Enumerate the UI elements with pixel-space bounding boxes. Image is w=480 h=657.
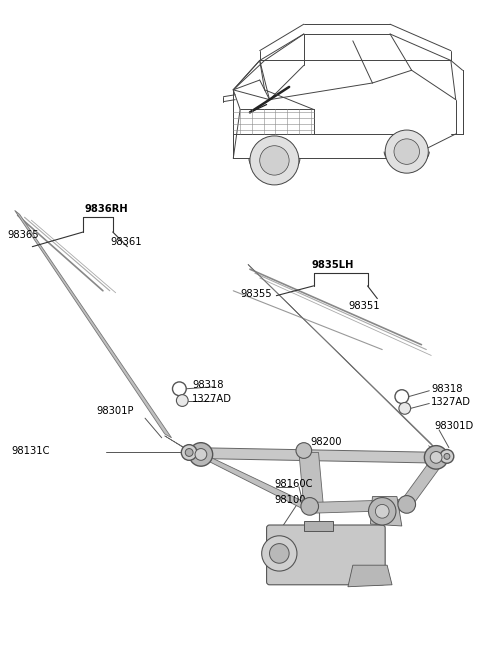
Text: 98160C: 98160C [275,479,313,489]
Circle shape [395,390,408,403]
Polygon shape [299,453,324,507]
Circle shape [385,130,428,173]
Polygon shape [248,264,436,449]
Circle shape [394,139,420,164]
Text: 98318: 98318 [192,380,224,390]
Polygon shape [310,499,407,513]
Text: 98355: 98355 [240,288,272,299]
Text: 98301P: 98301P [96,406,133,417]
Polygon shape [400,459,446,507]
Circle shape [195,449,207,461]
Polygon shape [15,210,171,438]
Polygon shape [191,447,446,463]
Circle shape [185,449,193,457]
Text: 98351: 98351 [348,302,380,311]
Circle shape [181,445,197,461]
FancyBboxPatch shape [266,525,385,585]
Text: 1327AD: 1327AD [431,397,471,407]
Polygon shape [304,521,333,531]
Text: 98318: 98318 [431,384,463,394]
Circle shape [375,505,389,518]
Text: 98100: 98100 [275,495,306,505]
Text: 98131C: 98131C [12,445,50,455]
Text: 9835LH: 9835LH [312,260,354,270]
Circle shape [250,136,299,185]
Text: 9836RH: 9836RH [84,204,128,214]
Circle shape [177,395,188,407]
Polygon shape [371,497,402,526]
Circle shape [172,382,186,396]
Circle shape [262,536,297,571]
Text: 1327AD: 1327AD [192,394,232,403]
Circle shape [301,497,319,515]
Circle shape [260,146,289,175]
Circle shape [398,495,416,513]
Circle shape [399,403,411,415]
Polygon shape [428,445,453,459]
Polygon shape [165,436,201,457]
Polygon shape [201,457,313,509]
Polygon shape [348,565,392,587]
Text: 98365: 98365 [8,230,39,240]
Circle shape [444,453,450,459]
Circle shape [369,497,396,525]
Text: 98361: 98361 [111,237,143,247]
Circle shape [424,445,448,469]
Text: 98301D: 98301D [434,421,473,431]
Circle shape [270,543,289,563]
Text: 98200: 98200 [311,437,342,447]
Circle shape [440,449,454,463]
Circle shape [296,443,312,459]
Circle shape [430,451,442,463]
Circle shape [189,443,213,466]
